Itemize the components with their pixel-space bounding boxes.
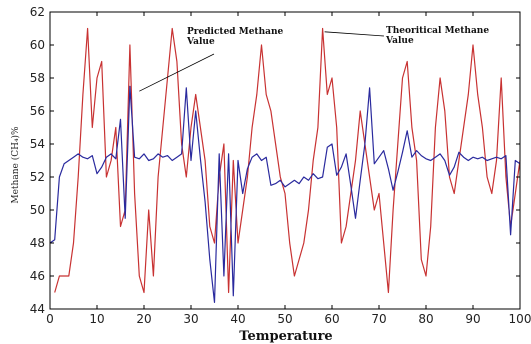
x-tick-label: 40 — [230, 312, 245, 326]
series-layer — [49, 27, 521, 303]
x-tick-label: 100 — [509, 312, 531, 326]
x-tick-label: 30 — [183, 312, 198, 326]
y-tick-label: 56 — [30, 104, 45, 118]
annotation-label-theoretical: Value — [385, 36, 414, 46]
annotation-label-predicted: Predicted Methane — [187, 27, 284, 37]
x-tick-label: 50 — [277, 312, 292, 326]
y-tick-label: 48 — [30, 236, 45, 250]
y-tick-label: 58 — [30, 71, 45, 85]
series-line-predicted — [49, 85, 521, 303]
x-axis-title: Temperature — [239, 329, 332, 344]
y-axis-title: Methane (CH₄)% — [10, 126, 21, 204]
y-tick-label: 52 — [30, 170, 45, 184]
y-tick-label: 54 — [30, 137, 45, 151]
y-tick-label: 60 — [30, 38, 45, 52]
x-tick-label: 90 — [465, 312, 480, 326]
annotation-leader-theoretical — [324, 31, 385, 37]
y-tick-label: 44 — [30, 302, 45, 316]
x-tick-label: 0 — [46, 312, 54, 326]
x-tick-label: 10 — [89, 312, 104, 326]
y-tick-label: 50 — [30, 203, 45, 217]
x-tick-label: 70 — [371, 312, 386, 326]
y-tick-label: 46 — [30, 269, 45, 283]
annotation-label-theoretical: Theoritical Methane — [386, 26, 489, 36]
ticks-layer: 0 10 20 30 40 50 60 70 80 90 100 44 46 48 50 52 54 56 58 60… — [30, 5, 531, 326]
x-tick-label: 80 — [418, 312, 433, 326]
annotation-leader-predicted — [139, 53, 215, 92]
x-tick-label: 60 — [324, 312, 339, 326]
y-tick-label: 62 — [30, 5, 45, 19]
annotation-label-predicted: Value — [186, 37, 215, 47]
x-tick-label: 20 — [136, 312, 151, 326]
